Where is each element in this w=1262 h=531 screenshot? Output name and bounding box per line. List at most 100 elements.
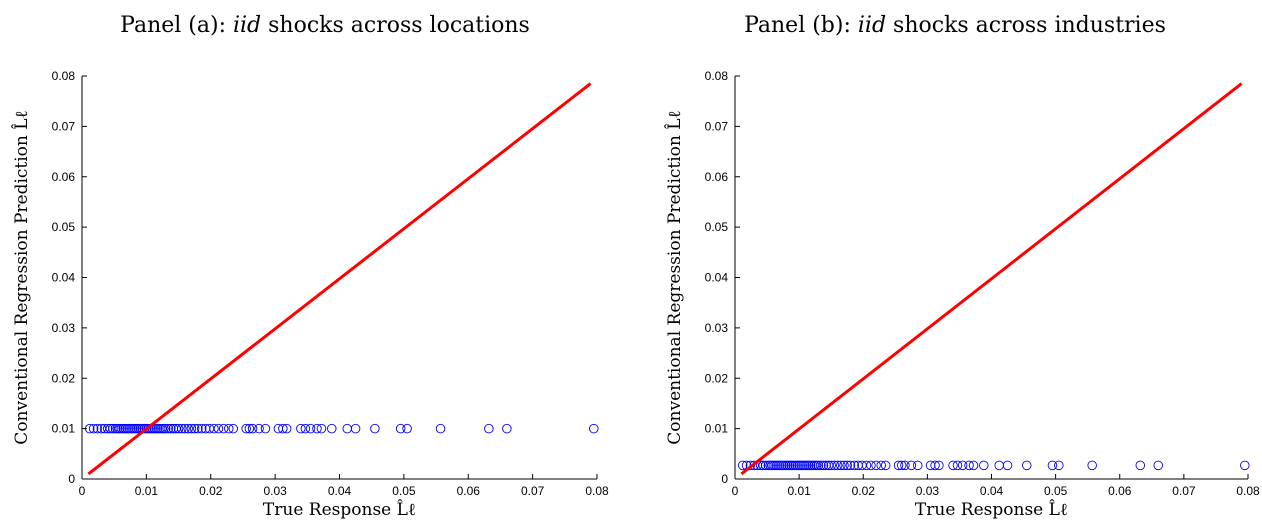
panel-b-point [1087, 460, 1097, 471]
panel-a-point [484, 423, 494, 434]
panel-a-title: Panel (a): iid shocks across locations [120, 13, 530, 38]
panel-b-point [1022, 460, 1032, 471]
panel-b-point [964, 460, 974, 471]
panel-a-point [327, 423, 337, 434]
panel-b-y-tick-label: 0.07 [705, 119, 729, 133]
panel-a-point [312, 423, 322, 434]
panel-a-reference-line-group [87, 82, 592, 476]
panel-a-ylabel-group: Conventional Regression Prediction L̂ℓ [12, 110, 32, 444]
panel-a-point [244, 423, 255, 434]
panel-a-point [180, 423, 190, 434]
panel-a-point [88, 423, 99, 434]
panel-b-point [836, 460, 846, 471]
panel-a-y-tick-label: 0.07 [52, 119, 76, 133]
panel-b-point [832, 460, 843, 471]
panel-b-x-tick-label: 0.04 [980, 484, 1004, 498]
panel-a-x-tick-label: 0.03 [263, 484, 287, 498]
panel-a-y-tick-label: 0.06 [52, 170, 76, 184]
panel-a-point [316, 423, 327, 434]
panel-b-point [913, 460, 923, 471]
panel-b-point [1054, 460, 1064, 471]
panel-a-point [281, 423, 292, 434]
panel-b-point [866, 460, 876, 471]
panel-b-x-tick-label: 0.06 [1108, 484, 1132, 498]
panel-b-y-ticks: 0 0.01 0.02 0.03 0.04 0.05 0.06 0.07 0.08 [705, 69, 740, 486]
panel-a-points [84, 423, 599, 434]
panel-b-x-tick-label: 0.05 [1044, 484, 1068, 498]
panel-a-point [228, 423, 239, 434]
panel-b-point [1047, 460, 1058, 471]
panel-a-point [296, 423, 306, 434]
panel-a-point [209, 423, 219, 434]
panel-a-point [342, 423, 352, 434]
panel-a: Panel (a): iid shocks across locations C… [12, 13, 609, 520]
panel-b-reference-line-group [740, 82, 1243, 476]
panel-a-point [224, 423, 234, 434]
panel-a-point [213, 423, 224, 434]
panel-b-y-tick-label: 0.08 [705, 69, 729, 83]
panel-a-point [350, 423, 361, 434]
panel-b-x-tick-label: 0.01 [787, 484, 811, 498]
panel-a-point [218, 423, 229, 434]
panel-a-y-tick-label: 0 [68, 472, 75, 486]
panel-a-x-tick-label: 0.02 [199, 484, 223, 498]
panel-a-point [247, 423, 258, 434]
panel-b-point [818, 460, 829, 471]
panel-b-point [957, 460, 968, 471]
panel-a-point [166, 423, 176, 434]
panel-b-x-ticks: 0 0.01 0.02 0.03 0.04 0.05 0.06 0.07 0.08 [732, 474, 1260, 498]
panel-a-point [402, 423, 412, 434]
panel-a-point [186, 423, 197, 434]
panel-a-point [305, 423, 316, 434]
panel-b-point [893, 460, 904, 471]
panel-b-point [994, 460, 1004, 471]
panel-b-reference-line [740, 82, 1243, 476]
panel-b-point [755, 460, 766, 471]
panel-a-x-tick-label: 0.01 [135, 484, 159, 498]
panel-b-y-tick-label: 0.01 [705, 422, 729, 436]
panel-b-point [1002, 460, 1013, 471]
panel-b-points [737, 460, 1250, 471]
panel-b-x-tick-label: 0 [732, 484, 739, 498]
panel-b-point [952, 460, 963, 471]
panel-a-y-tick-label: 0.01 [52, 422, 76, 436]
panel-a-point [92, 423, 103, 434]
panel-b-x-tick-label: 0.07 [1172, 484, 1196, 498]
panel-a-y-tick-label: 0.05 [52, 220, 76, 234]
panel-b-y-tick-label: 0.03 [705, 321, 729, 335]
panel-a-x-axis-label: True Response L̂ℓ [263, 500, 416, 520]
panel-a-point [502, 423, 512, 434]
panel-a-point [435, 423, 446, 434]
panel-a-point [173, 423, 184, 434]
panel-b-y-tick-label: 0.02 [705, 371, 729, 385]
panel-b-point [845, 460, 856, 471]
panel-a-point [278, 423, 288, 434]
panel-b-ylabel-group: Conventional Regression Prediction L̂ℓ [665, 110, 685, 444]
panel-a-point [177, 423, 187, 434]
panel-a-point [395, 423, 406, 434]
panel-a-point [102, 423, 113, 434]
panel-b-point [900, 460, 910, 471]
panel-a-point [163, 423, 174, 434]
panel-b-y-tick-label: 0.06 [705, 170, 729, 184]
panel-b-point [826, 460, 836, 471]
panel-a-y-ticks: 0 0.01 0.02 0.03 0.04 0.05 0.06 0.07 0.08 [52, 69, 87, 486]
panel-b-point [829, 460, 840, 471]
panel-b: Panel (b): iid shocks across industries … [665, 13, 1260, 520]
panel-b-y-axis-label: Conventional Regression Prediction L̂ℓ [665, 110, 685, 444]
panel-a-y-tick-label: 0.02 [52, 371, 76, 385]
panel-a-x-tick-label: 0.04 [328, 484, 352, 498]
panel-a-point [241, 423, 251, 434]
panel-a-point [189, 423, 200, 434]
panel-b-x-tick-label: 0.08 [1236, 484, 1260, 498]
panel-b-point [861, 460, 872, 471]
panel-a-x-tick-label: 0.07 [521, 484, 545, 498]
panel-a-y-axis-label: Conventional Regression Prediction L̂ℓ [12, 110, 32, 444]
panel-a-x-tick-label: 0.08 [585, 484, 609, 498]
panel-b-y-tick-label: 0.05 [705, 220, 729, 234]
panel-b-point [948, 460, 958, 471]
panel-a-point [196, 423, 207, 434]
panel-b-point [871, 460, 881, 471]
panel-b-point [934, 460, 944, 471]
panel-b-point [880, 460, 891, 471]
